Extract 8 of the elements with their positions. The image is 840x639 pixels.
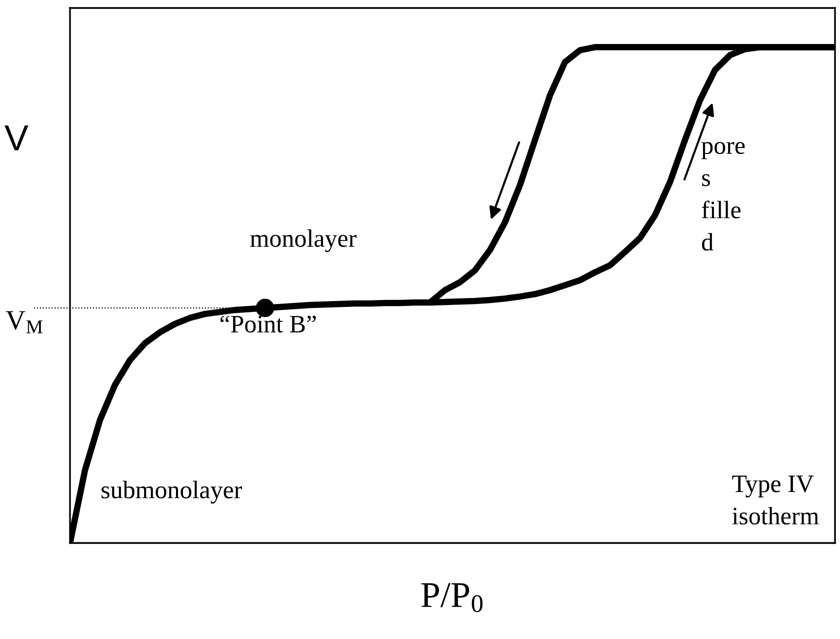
annotation: submonolayer bbox=[102, 480, 242, 504]
y-axis-title: V bbox=[4, 125, 28, 150]
x-axis-title: P/P$_{0}$ bbox=[421, 583, 483, 612]
annotation: pore s fille d bbox=[702, 142, 745, 251]
annotation: Type IV isotherm bbox=[732, 476, 819, 525]
annotation: monolayer bbox=[250, 229, 356, 252]
ref-line-label: V$_{M}$ bbox=[6, 311, 43, 334]
annotation: “Point B” bbox=[220, 316, 316, 333]
